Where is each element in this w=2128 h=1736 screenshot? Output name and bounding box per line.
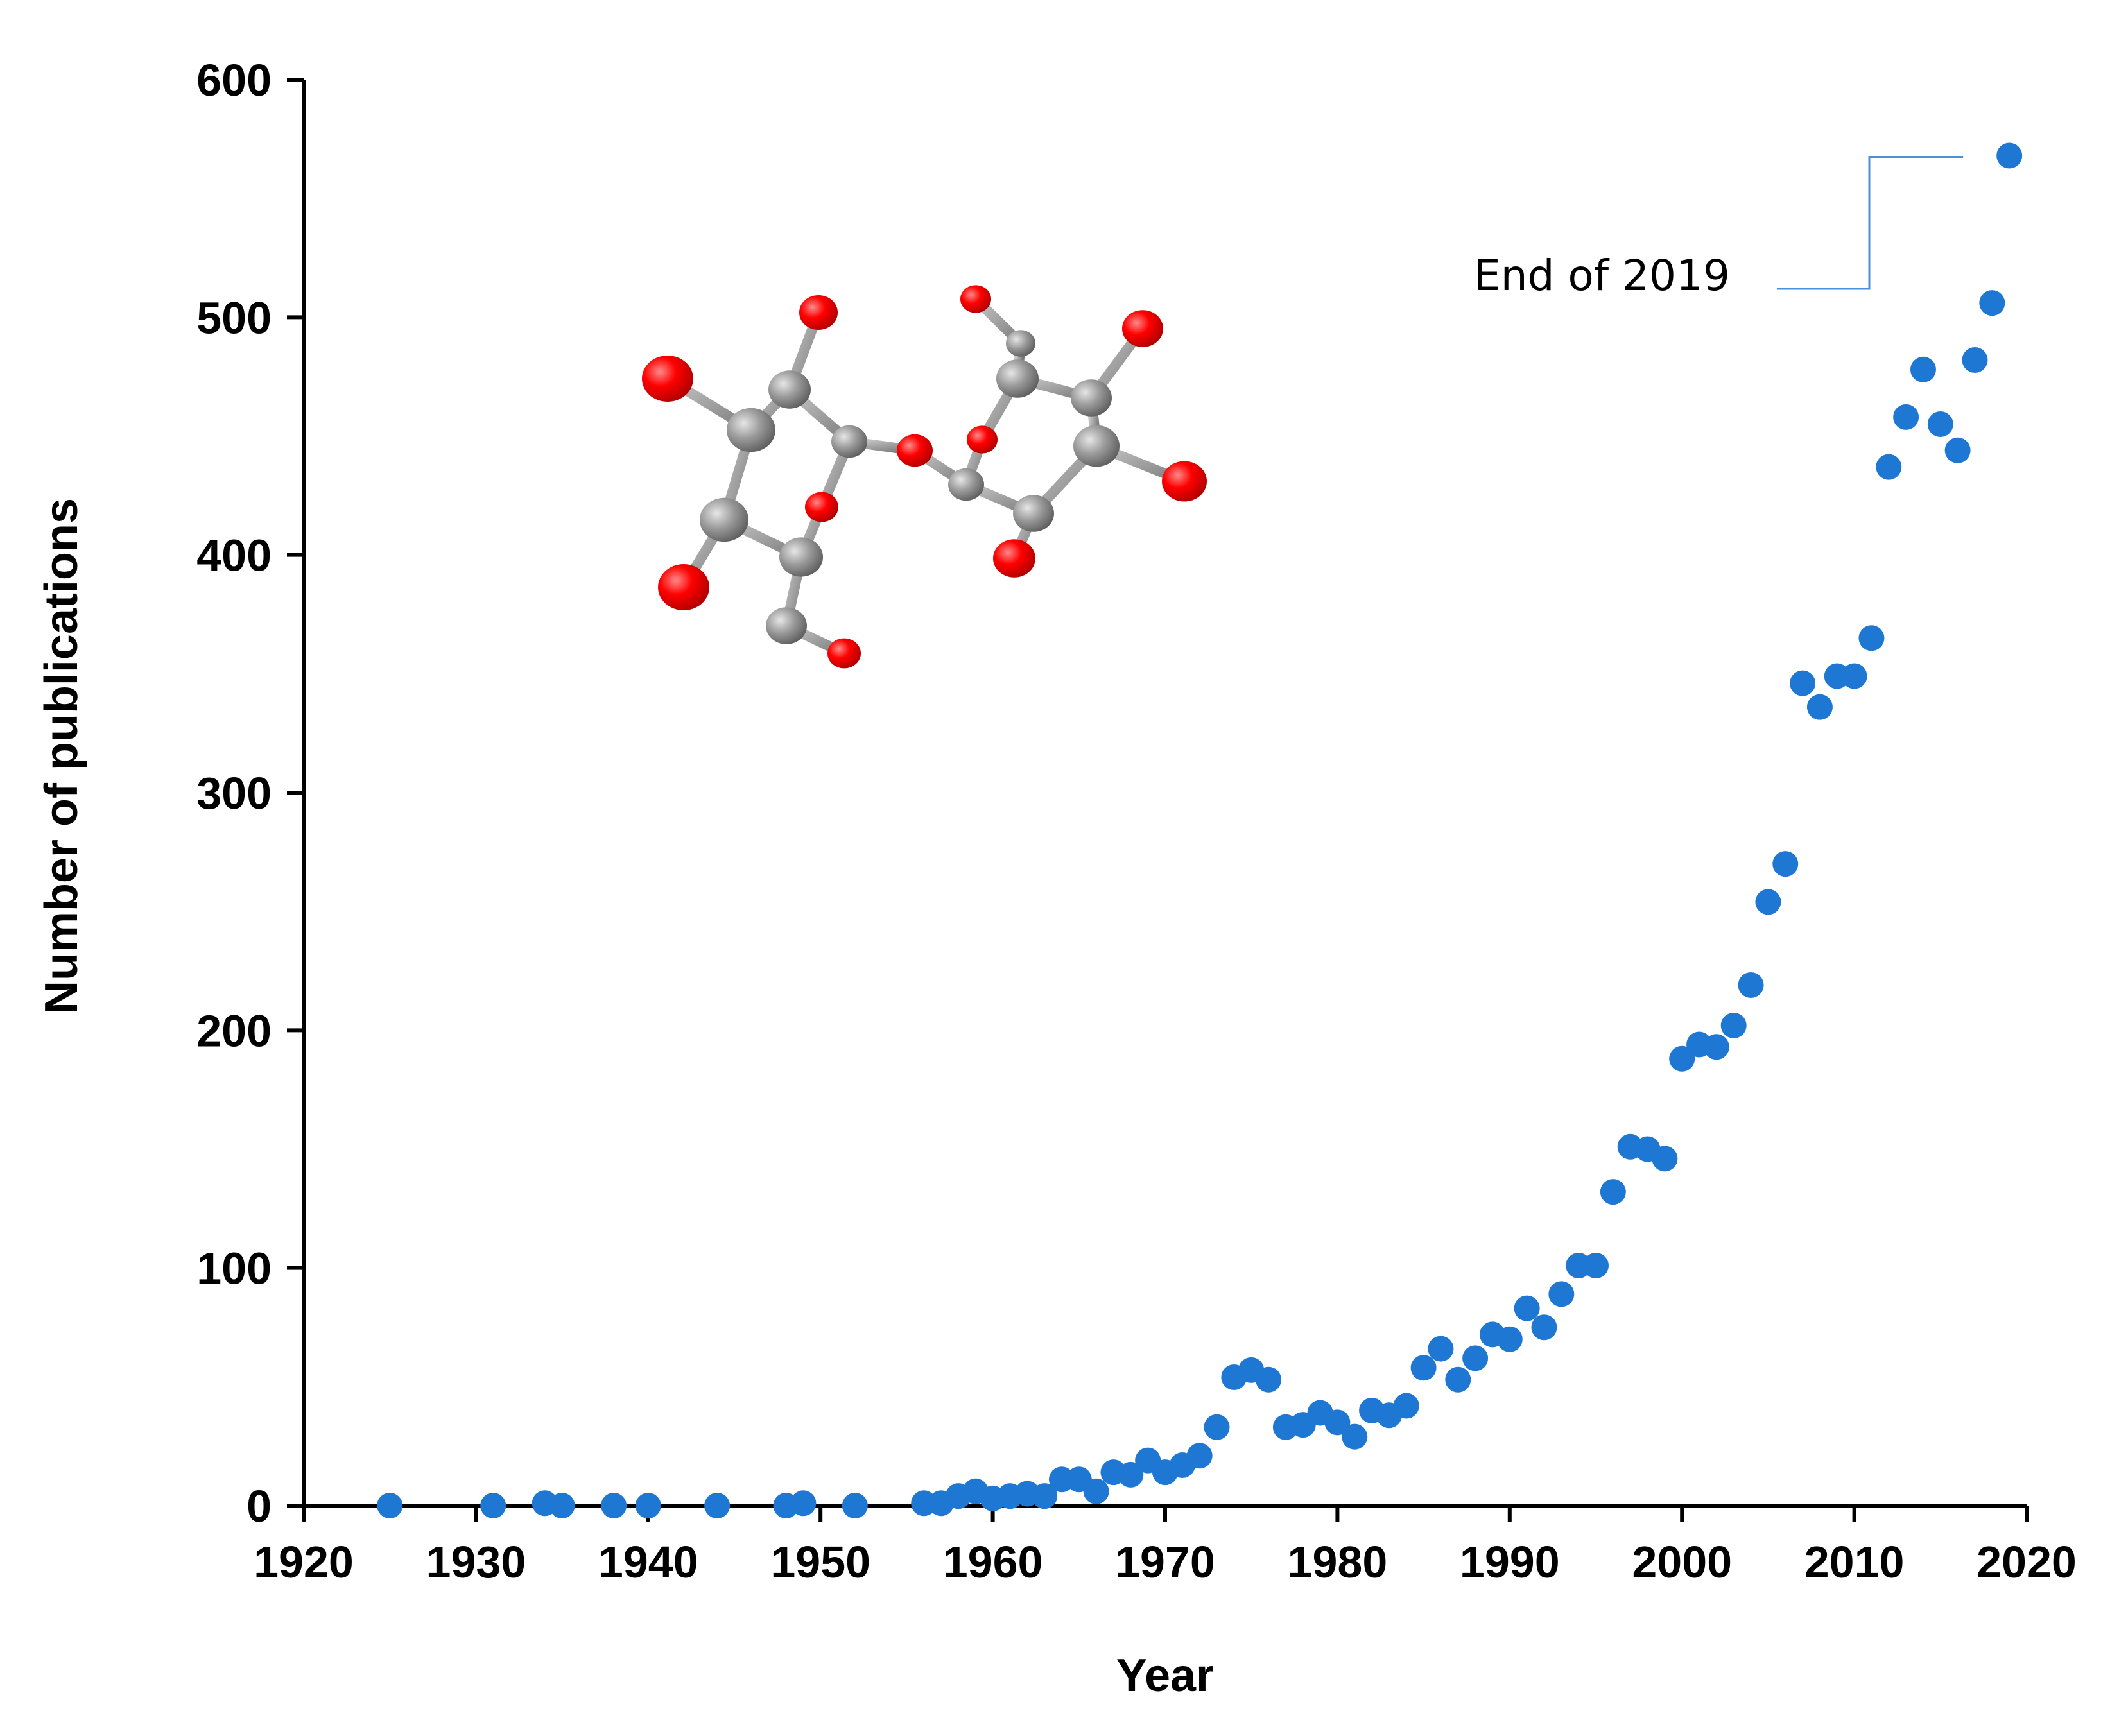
oxygen-atom (993, 539, 1035, 578)
carbon-atom (996, 359, 1039, 398)
data-point (635, 1493, 661, 1518)
data-point (1996, 142, 2023, 169)
carbon-atom (768, 370, 811, 409)
data-point (1548, 1281, 1575, 1307)
data-point (1531, 1314, 1557, 1341)
data-point (1669, 1045, 1695, 1072)
end-of-2019-annotation: End of 2019 (1474, 156, 1964, 300)
series-publications (377, 142, 2023, 1518)
data-point (1393, 1393, 1419, 1419)
data-point (1445, 1366, 1471, 1393)
oxygen-atom (642, 356, 693, 402)
y-tick-label: 0 (247, 1481, 272, 1531)
data-point (1893, 404, 1919, 430)
oxygen-atom (967, 425, 998, 454)
annotation-label: End of 2019 (1474, 251, 1730, 300)
data-point (549, 1493, 575, 1518)
carbon-atom (766, 607, 807, 644)
data-point (1927, 411, 1953, 437)
data-point (1324, 1409, 1351, 1436)
x-tick-label: 1980 (1288, 1537, 1388, 1587)
x-tick-label: 1970 (1115, 1537, 1215, 1587)
data-point (480, 1493, 506, 1518)
oxygen-atom (827, 638, 861, 669)
data-point (1600, 1179, 1626, 1205)
data-point (704, 1493, 731, 1518)
data-point (1083, 1478, 1109, 1504)
data-point (1514, 1295, 1540, 1321)
data-point (1583, 1252, 1609, 1278)
data-point (1841, 663, 1867, 689)
data-point (790, 1490, 817, 1517)
carbon-atom (727, 408, 775, 452)
x-tick-label: 2020 (1977, 1537, 2077, 1587)
y-tick-label: 600 (196, 55, 272, 105)
data-point (1652, 1146, 1678, 1172)
x-tick-label: 1960 (943, 1537, 1043, 1587)
y-tick-label: 400 (196, 531, 272, 581)
data-point (1032, 1483, 1058, 1509)
y-tick-label: 500 (196, 293, 272, 343)
carbon-atom (1071, 379, 1112, 417)
data-point (601, 1493, 627, 1518)
data-point (1342, 1423, 1368, 1450)
data-point (1979, 290, 2005, 316)
x-tick-label: 1950 (770, 1537, 870, 1587)
x-tick-label: 1940 (598, 1537, 698, 1587)
x-tick-label: 1930 (426, 1537, 526, 1587)
oxygen-atom (1162, 461, 1207, 502)
data-point (1428, 1336, 1454, 1362)
data-point (842, 1493, 868, 1518)
data-point (1962, 347, 1988, 373)
data-point (1858, 625, 1885, 651)
x-tick-label: 1920 (254, 1537, 354, 1587)
data-point (1772, 851, 1799, 877)
oxygen-atom (805, 492, 838, 522)
oxygen-atom (658, 564, 709, 610)
data-point (1204, 1414, 1230, 1440)
data-point (1944, 437, 1971, 463)
data-point (1496, 1326, 1523, 1352)
x-tick-label: 2000 (1632, 1537, 1732, 1587)
y-axis-ticks: 0 100 200 300 400 500 600 (196, 55, 304, 1531)
data-point (1876, 454, 1902, 480)
y-tick-label: 100 (196, 1244, 272, 1294)
carbon-atom (948, 468, 984, 501)
x-axis-ticks: 1920 1930 1940 1950 1960 1970 1980 1990 2000 2010… (254, 1506, 2077, 1587)
annotation-callout-line (1777, 156, 1964, 290)
carbon-atom (831, 425, 867, 458)
data-point (1462, 1345, 1489, 1371)
data-point (377, 1493, 403, 1518)
oxygen-atom (960, 285, 991, 313)
x-tick-label: 1990 (1460, 1537, 1560, 1587)
carbon-atom (779, 537, 823, 577)
x-axis-title: Year (1116, 1650, 1214, 1701)
data-point (1256, 1366, 1282, 1393)
data-point (1790, 670, 1816, 696)
data-point (1410, 1355, 1437, 1381)
oxygen-atom (897, 434, 933, 467)
data-point (1806, 694, 1833, 720)
x-tick-label: 2010 (1804, 1537, 1905, 1587)
y-axis-title: Number of publications (36, 498, 87, 1014)
data-point (1186, 1443, 1213, 1469)
carbon-atom (700, 497, 748, 542)
carbon-atom (1013, 495, 1054, 532)
carbon-atom (1006, 330, 1035, 357)
data-point (1703, 1034, 1729, 1060)
data-point (1720, 1012, 1747, 1038)
carbon-atom (1073, 425, 1120, 467)
data-point (1910, 356, 1936, 382)
chart-axes (302, 80, 2027, 1508)
data-point (1755, 889, 1781, 915)
y-tick-label: 200 (196, 1006, 272, 1056)
oxygen-atom (1122, 310, 1163, 347)
y-tick-label: 300 (196, 768, 272, 818)
disaccharide-molecule-icon (642, 285, 1207, 669)
oxygen-atom (799, 295, 838, 330)
data-point (1738, 972, 1764, 998)
data-point (1118, 1461, 1144, 1488)
